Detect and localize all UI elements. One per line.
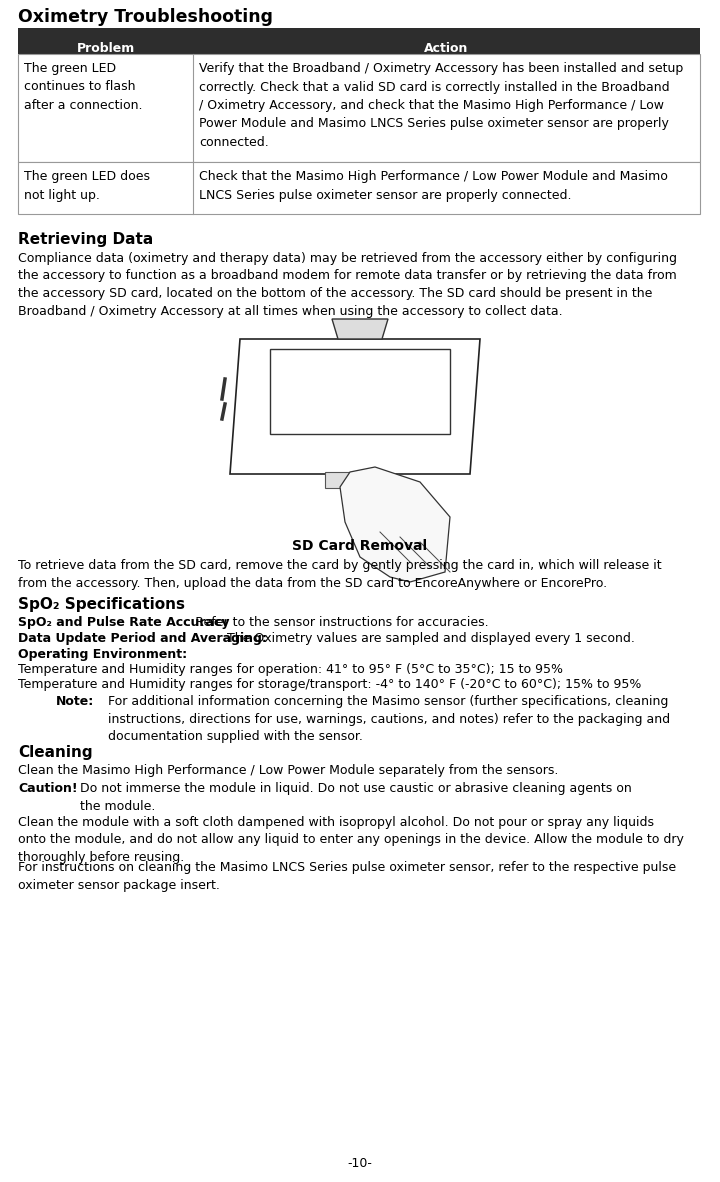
Text: For instructions on cleaning the Masimo LNCS Series pulse oximeter sensor, refer: For instructions on cleaning the Masimo … [18, 860, 676, 891]
Text: SD Card Removal: SD Card Removal [292, 539, 428, 553]
Bar [270, 349, 450, 434]
Text: Check that the Masimo High Performance / Low Power Module and Masimo
LNCS Series: Check that the Masimo High Performance /… [199, 170, 668, 201]
Text: Do not immerse the module in liquid. Do not use caustic or abrasive cleaning age: Do not immerse the module in liquid. Do … [80, 782, 631, 812]
Text: Compliance data (oximetry and therapy data) may be retrieved from the accessory : Compliance data (oximetry and therapy da… [18, 252, 677, 318]
Text: Retrieving Data: Retrieving Data [18, 232, 153, 247]
Polygon shape [332, 319, 388, 339]
Text: SpO₂ Specifications: SpO₂ Specifications [18, 597, 185, 612]
Polygon shape [340, 467, 450, 582]
Text: Problem: Problem [76, 43, 135, 56]
Bar [325, 472, 380, 488]
Text: Clean the module with a soft cloth dampened with isopropyl alcohol. Do not pour : Clean the module with a soft cloth dampe… [18, 816, 684, 864]
Text: Temperature and Humidity ranges for storage/transport: -4° to 140° F (-20°C to 6: Temperature and Humidity ranges for stor… [18, 678, 642, 691]
Text: The green LED does
not light up.: The green LED does not light up. [24, 170, 150, 201]
Text: Cleaning: Cleaning [18, 745, 93, 760]
Text: For additional information concerning the Masimo sensor (further specifications,: For additional information concerning th… [108, 695, 670, 743]
Text: Action: Action [424, 43, 469, 56]
Text: Oximetry Troubleshooting: Oximetry Troubleshooting [18, 8, 273, 26]
Text: Operating Environment:: Operating Environment: [18, 648, 187, 661]
Text: The green LED
continues to flash
after a connection.: The green LED continues to flash after a… [24, 61, 143, 112]
Text: -10-: -10- [348, 1157, 372, 1170]
Bar [18, 54, 700, 162]
Polygon shape [230, 339, 480, 474]
Text: : Refer to the sensor instructions for accuracies.: : Refer to the sensor instructions for a… [187, 616, 489, 629]
Text: The Oximetry values are sampled and displayed every 1 second.: The Oximetry values are sampled and disp… [222, 632, 634, 645]
Text: SpO₂ and Pulse Rate Accuracy: SpO₂ and Pulse Rate Accuracy [18, 616, 230, 629]
Text: Temperature and Humidity ranges for operation: 41° to 95° F (5°C to 35°C); 15 to: Temperature and Humidity ranges for oper… [18, 663, 563, 676]
Bar [18, 162, 700, 214]
Text: Clean the Masimo High Performance / Low Power Module separately from the sensors: Clean the Masimo High Performance / Low … [18, 764, 559, 777]
Text: Verify that the Broadband / Oximetry Accessory has been installed and setup
corr: Verify that the Broadband / Oximetry Acc… [199, 61, 683, 149]
Text: Note:: Note: [56, 695, 94, 708]
Text: Caution!: Caution! [18, 782, 78, 795]
Text: To retrieve data from the SD card, remove the card by gently pressing the card i: To retrieve data from the SD card, remov… [18, 559, 662, 590]
Text: Data Update Period and Averaging:: Data Update Period and Averaging: [18, 632, 267, 645]
Bar [18, 28, 700, 54]
